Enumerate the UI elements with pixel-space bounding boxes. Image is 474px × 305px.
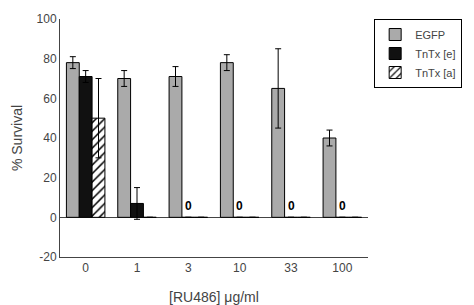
svg-text:20: 20 (43, 171, 57, 185)
svg-text:0: 0 (50, 211, 57, 225)
svg-text:3: 3 (185, 261, 192, 275)
svg-text:-20: -20 (39, 250, 57, 264)
svg-text:60: 60 (43, 92, 57, 106)
svg-text:33: 33 (284, 261, 298, 275)
svg-text:% Survival: % Survival (9, 105, 25, 171)
svg-text:1: 1 (134, 261, 141, 275)
svg-text:0: 0 (288, 199, 295, 213)
svg-text:0: 0 (82, 261, 89, 275)
svg-text:0: 0 (236, 199, 243, 213)
svg-text:TnTx [a]: TnTx [a] (415, 67, 455, 79)
svg-text:0: 0 (185, 199, 192, 213)
svg-text:EGFP: EGFP (415, 29, 445, 41)
svg-text:100: 100 (37, 12, 57, 26)
svg-text:10: 10 (233, 261, 247, 275)
svg-text:40: 40 (43, 131, 57, 145)
svg-text:TnTx [e]: TnTx [e] (415, 48, 455, 60)
svg-text:80: 80 (43, 52, 57, 66)
svg-text:0: 0 (339, 199, 346, 213)
svg-text:100: 100 (332, 261, 352, 275)
svg-text:[RU486] μg/ml: [RU486] μg/ml (169, 289, 259, 305)
